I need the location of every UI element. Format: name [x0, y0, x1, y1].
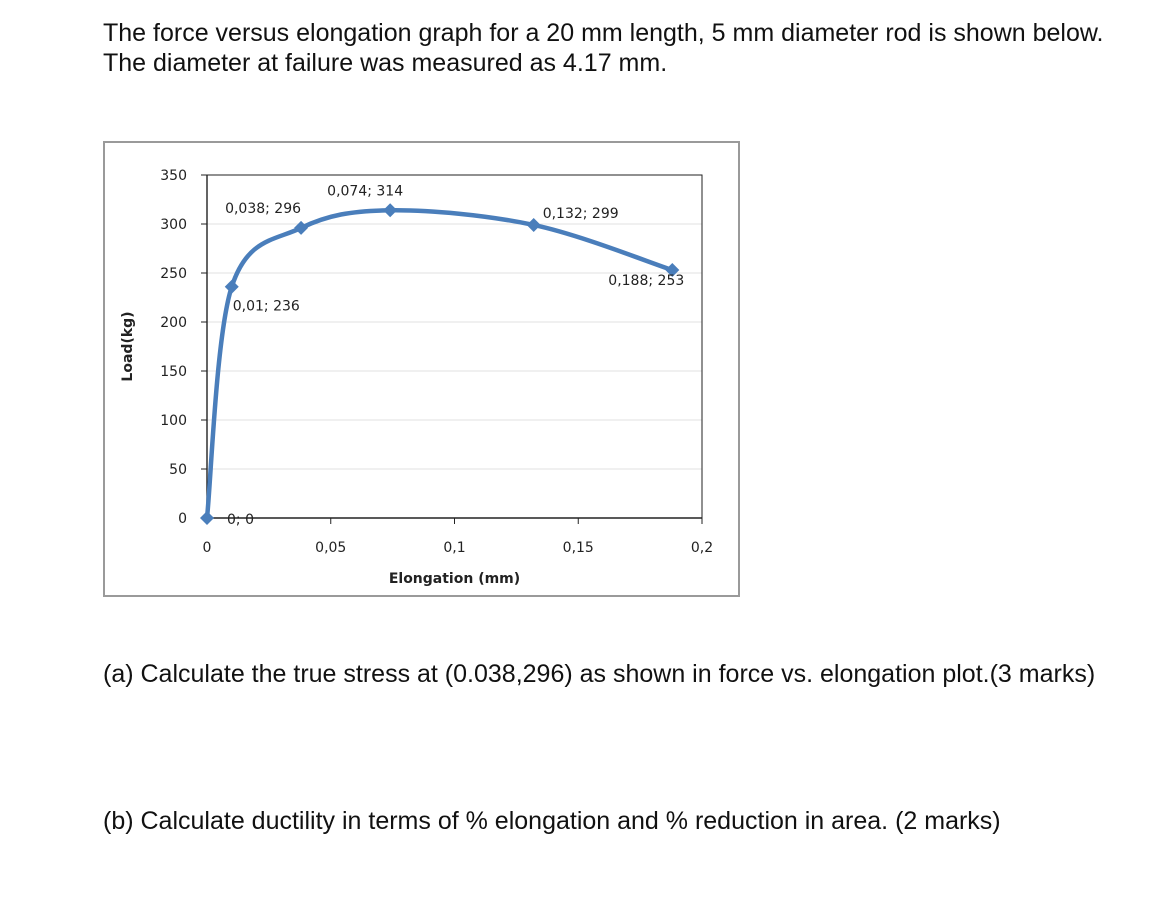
- question-b: (b) Calculate ductility in terms of % el…: [103, 807, 1001, 835]
- y-tick-label: 300: [160, 217, 187, 233]
- y-tick-label: 50: [169, 462, 187, 478]
- data-label: 0,074; 314: [327, 183, 403, 199]
- x-tick-label: 0: [203, 540, 212, 556]
- y-tick-label: 250: [160, 266, 187, 282]
- data-label: 0,188; 253: [608, 273, 684, 289]
- question-a: (a) Calculate the true stress at (0.038,…: [103, 660, 1096, 688]
- data-markers: [200, 203, 680, 525]
- x-tick-label: 0,05: [315, 540, 346, 556]
- plot-area-border: [206, 174, 703, 519]
- y-tick-label: 100: [160, 413, 187, 429]
- data-point-marker: [526, 217, 541, 232]
- y-tick-label: 150: [160, 364, 187, 380]
- force-elongation-chart: 0 50 100 150 200 250 300 350 0 0,05 0,1 0,15 0,2 0; …: [103, 141, 740, 597]
- data-label: 0; 0: [227, 512, 254, 528]
- tick-labels: 0 50 100 150 200 250 300 350 0 0,05 0,1 0,15 0,2: [160, 168, 713, 556]
- x-tick-label: 0,1: [443, 540, 465, 556]
- data-point-marker: [294, 220, 309, 235]
- data-label: 0,132; 299: [543, 206, 619, 222]
- axes: [201, 174, 703, 524]
- x-tick-label: 0,15: [563, 540, 594, 556]
- data-point-marker: [224, 279, 239, 294]
- y-tick-label: 0: [178, 511, 187, 527]
- x-axis-title: Elongation (mm): [389, 571, 520, 587]
- chart-canvas: 0 50 100 150 200 250 300 350 0 0,05 0,1 0,15 0,2 0; …: [120, 168, 713, 587]
- y-axis-title: Load(kg): [120, 311, 136, 381]
- data-label: 0,038; 296: [225, 201, 301, 217]
- series-line: [204, 208, 675, 521]
- x-tick-label: 0,2: [691, 540, 713, 556]
- grid-lines: [207, 223, 702, 470]
- data-point-marker: [200, 511, 214, 525]
- data-labels: 0; 0 0,01; 236 0,038; 296 0,074; 314 0,132; …: [225, 183, 684, 528]
- y-tick-label: 350: [160, 168, 187, 184]
- data-label: 0,01; 236: [233, 299, 300, 315]
- problem-statement: The force versus elongation graph for a …: [103, 19, 1104, 77]
- data-point-marker: [665, 263, 680, 278]
- y-tick-label: 200: [160, 315, 187, 331]
- data-point-marker: [383, 203, 398, 218]
